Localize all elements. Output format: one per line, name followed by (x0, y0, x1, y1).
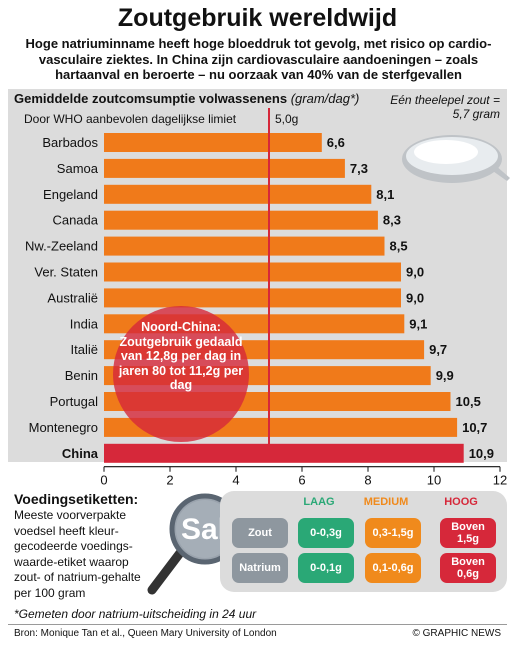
bar-ver-staten (104, 262, 401, 282)
level-laag: LAAG (303, 496, 335, 508)
page-subtitle: Hoge natriuminname heeft hoge bloeddruk … (25, 36, 492, 82)
who-limit-value: 5,0g (275, 112, 299, 126)
value-label: 9,0 (406, 265, 424, 280)
value-label: 7,3 (350, 161, 368, 176)
spoon-icon (402, 135, 510, 183)
laag-natrium: 0-0,1g (298, 553, 354, 583)
credit-divider (8, 624, 507, 625)
hoog-natrium: Boven 0,6g (440, 553, 496, 583)
x-tick-label: 12 (493, 473, 507, 488)
bar-canada (104, 210, 378, 230)
value-label: 9,9 (436, 368, 454, 383)
value-label: 10,5 (456, 394, 481, 409)
china-note: Noord-China: Zoutgebruik gedaald van 12,… (118, 320, 244, 392)
bar-australië (104, 288, 401, 308)
value-label: 6,6 (327, 135, 345, 150)
category-label: Italië (71, 342, 98, 357)
source: Bron: Monique Tan et al., Queen Mary Uni… (14, 628, 277, 639)
category-label: China (62, 446, 99, 461)
category-label: Benin (65, 368, 98, 383)
page-title: Zoutgebruik wereldwijd (117, 4, 398, 32)
hoog-zout: Boven 1,5g (440, 518, 496, 548)
category-label: Barbados (42, 135, 98, 150)
credit: © GRAPHIC NEWS (412, 628, 502, 639)
labels-text: Meeste voorverpakte voedsel heeft kleur-… (14, 508, 141, 600)
medium-natrium: 0,1-0,6g (365, 553, 421, 583)
level-hoog: HOOG (444, 496, 478, 508)
value-label: 9,0 (406, 290, 424, 305)
labels-heading: Voedingsetiketten: (14, 491, 139, 507)
x-tick-label: 6 (298, 473, 305, 488)
bar-nw-zeeland (104, 236, 385, 256)
magnifier-label: Sal (181, 513, 227, 546)
bar-china (104, 443, 464, 463)
bar-engeland (104, 184, 372, 204)
value-label: 10,7 (462, 420, 487, 435)
value-label: 9,7 (429, 342, 447, 357)
bar-barbados (104, 133, 322, 152)
category-label: Canada (52, 213, 98, 228)
chart-title: Gemiddelde zoutcomsumptie volwassenens (… (14, 91, 360, 106)
x-tick-label: 0 (100, 473, 107, 488)
row-label-natrium: Natrium (232, 553, 288, 583)
value-label: 8,5 (390, 239, 408, 254)
category-label: Samoa (57, 161, 99, 176)
x-tick-label: 4 (232, 473, 239, 488)
category-label: Nw.-Zeeland (25, 239, 98, 254)
value-label: 8,3 (383, 213, 401, 228)
value-label: 10,9 (469, 446, 494, 461)
category-label: Montenegro (29, 420, 98, 435)
footnote: *Gemeten door natrium-uitscheiding in 24… (14, 607, 257, 621)
bar-samoa (104, 158, 345, 178)
laag-zout: 0-0,3g (298, 518, 354, 548)
x-tick-label: 2 (166, 473, 173, 488)
row-label-zout: Zout (232, 518, 288, 548)
x-tick-label: 10 (427, 473, 441, 488)
spoon-note: Eén theelepel zout = 5,7 gram (390, 93, 500, 121)
level-medium: MEDIUM (363, 496, 409, 508)
category-label: India (70, 316, 99, 331)
category-label: Portugal (50, 394, 99, 409)
value-label: 9,1 (409, 316, 427, 331)
who-limit-label: Door WHO aanbevolen dagelijkse limiet (24, 112, 237, 126)
value-label: 8,1 (376, 187, 394, 202)
category-label: Ver. Staten (34, 265, 98, 280)
china-note-circle (113, 306, 249, 442)
category-label: Engeland (43, 187, 98, 202)
category-label: Australië (47, 290, 98, 305)
x-tick-label: 8 (364, 473, 371, 488)
medium-zout: 0,3-1,5g (365, 518, 421, 548)
